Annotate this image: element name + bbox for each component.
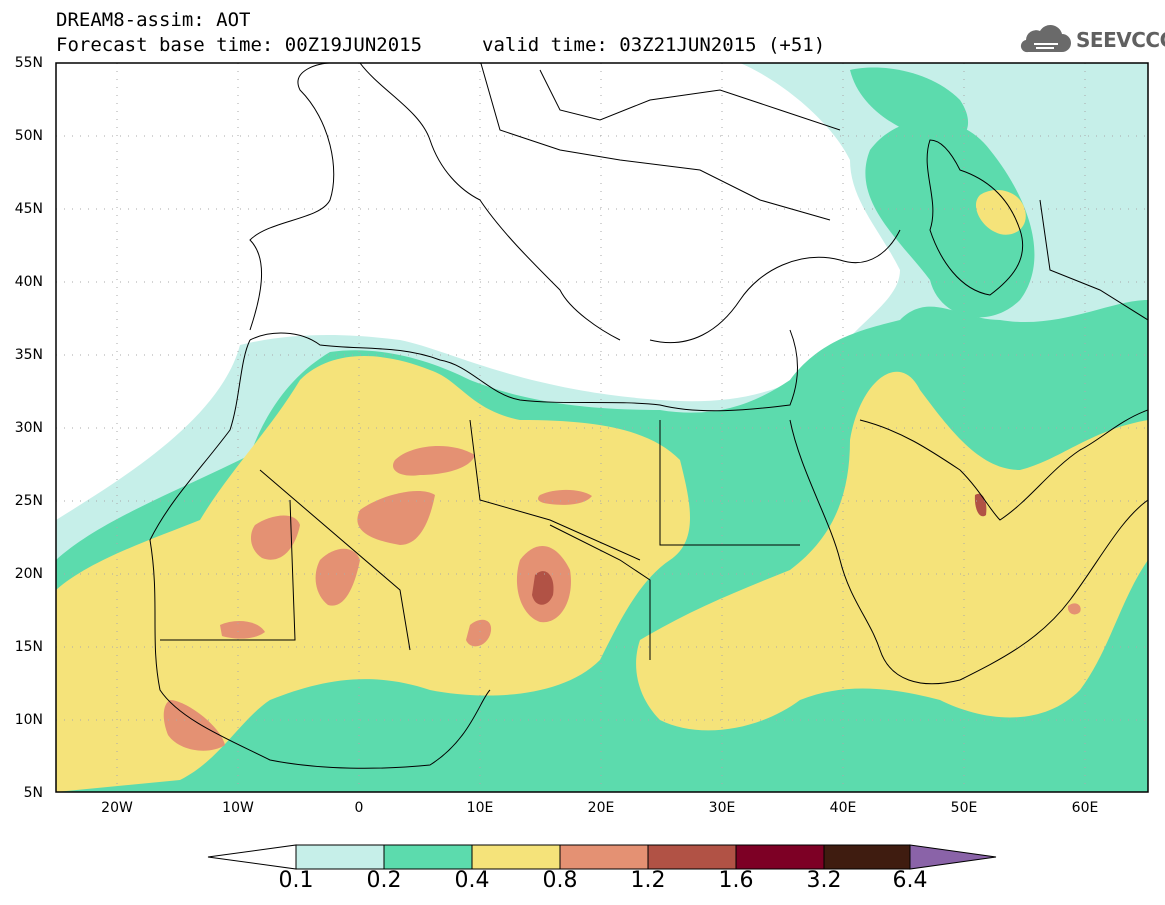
colorbar-label-0.4: 0.4	[454, 868, 490, 893]
colorbar-bin-4	[559, 844, 649, 870]
aot-band-0.8-c	[250, 515, 300, 560]
aot-band-0.8-b	[357, 490, 435, 545]
lon-label-10w: 10W	[222, 800, 254, 816]
aot-band-0.4-west	[56, 356, 690, 792]
lon-label-60e: 60E	[1071, 800, 1099, 816]
colorbar	[207, 844, 997, 870]
aot-band-1.2-gulf	[974, 493, 987, 517]
valid-time: valid time: 03Z21JUN2015 (+51)	[482, 34, 826, 56]
aot-band-1.2	[532, 571, 554, 605]
colorbar-label-3.2: 3.2	[806, 868, 842, 893]
aot-band-0.2-caspian	[865, 120, 1035, 318]
colorbar-high-arrow	[909, 844, 997, 870]
coastlines	[149, 63, 1148, 769]
colorbar-label-1.2: 1.2	[630, 868, 666, 893]
aot-band-0.8-d	[315, 548, 360, 606]
colorbar-bin-3	[471, 844, 561, 870]
lat-label-15n: 15N	[14, 639, 43, 655]
lat-label-30n: 30N	[14, 420, 43, 436]
lon-label-0: 0	[354, 800, 364, 816]
lat-label-55n: 55N	[14, 55, 43, 71]
colorbar-label-1.6: 1.6	[718, 868, 754, 893]
aot-field	[56, 63, 1148, 792]
seevccc-logo: SEEVCCC	[1018, 24, 1165, 58]
colorbar-label-6.4: 6.4	[892, 868, 928, 893]
colorbar-label-0.8: 0.8	[542, 868, 578, 893]
colorbar-low-arrow	[207, 844, 297, 870]
colorbar-bin-6	[735, 844, 825, 870]
aot-band-0.8-g	[220, 620, 265, 639]
lat-label-5n: 5N	[23, 785, 43, 801]
lon-label-20e: 20E	[587, 800, 615, 816]
colorbar-bin-1	[295, 844, 385, 870]
colorbar-bin-7	[823, 844, 911, 870]
aot-band-0.2-north	[850, 67, 969, 143]
lon-label-10e: 10E	[466, 800, 494, 816]
aot-band-0.8-j	[1067, 603, 1081, 615]
aot-band-0.8-f	[538, 489, 592, 505]
lat-label-50n: 50N	[14, 128, 43, 144]
aot-band-0.4-east	[636, 371, 1148, 731]
lat-label-25n: 25N	[14, 493, 43, 509]
lon-label-50e: 50E	[950, 800, 978, 816]
colorbar-bin-2	[383, 844, 473, 870]
lat-label-10n: 10N	[14, 712, 43, 728]
lon-label-30e: 30E	[708, 800, 736, 816]
logo-text: SEEVCCC	[1076, 28, 1165, 52]
colorbar-label-0.2: 0.2	[366, 868, 402, 893]
lon-label-20w: 20W	[101, 800, 133, 816]
map-frame	[55, 62, 1149, 793]
lat-label-35n: 35N	[14, 347, 43, 363]
colorbar-label-0.1: 0.1	[278, 868, 314, 893]
lat-label-20n: 20N	[14, 566, 43, 582]
forecast-base-time: Forecast base time: 00Z19JUN2015	[56, 34, 423, 56]
aot-band-0.4-caspian	[975, 190, 1026, 235]
lon-label-40e: 40E	[829, 800, 857, 816]
aot-band-0.8-a	[392, 445, 475, 476]
lat-label-40n: 40N	[14, 274, 43, 290]
map-title: DREAM8-assim: AOT	[56, 9, 251, 31]
lat-label-45n: 45N	[14, 201, 43, 217]
aot-band-0.8-h	[163, 700, 225, 751]
cloud-icon	[1020, 25, 1071, 53]
aot-band-0.8-i	[466, 619, 492, 647]
colorbar-bin-5	[647, 844, 737, 870]
